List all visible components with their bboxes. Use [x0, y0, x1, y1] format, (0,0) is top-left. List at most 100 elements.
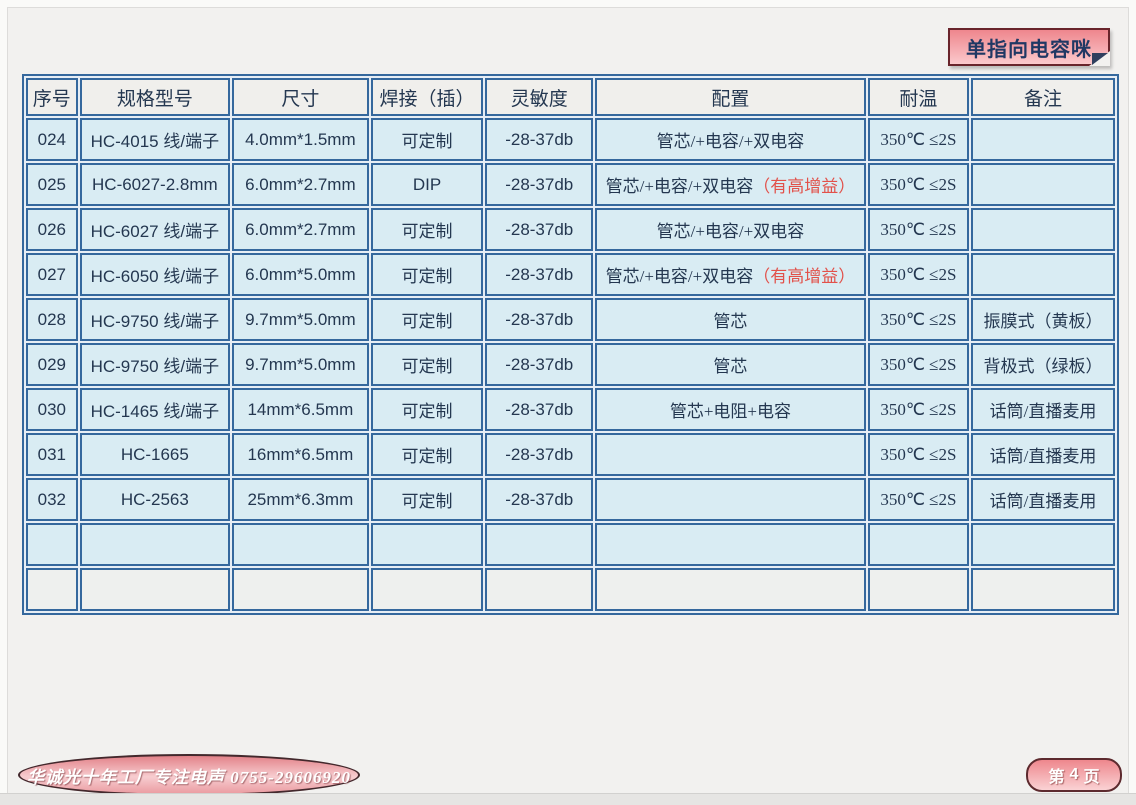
cell-model: HC-4015 线/端子	[79, 118, 231, 161]
table-row: 032 HC-2563 25mm*6.3mm 可定制 -28-37db 350℃…	[26, 478, 1115, 521]
page-suffix: 页	[1083, 769, 1100, 786]
category-badge-label: 单指向电容咪	[966, 38, 1092, 61]
cell-no	[26, 523, 78, 566]
company-footer-text: 华诚光十年工厂专注电声 0755-29606920	[27, 767, 351, 787]
cell-model	[79, 568, 231, 611]
header-config: 配置	[594, 78, 866, 116]
cell-size: 16mm*6.5mm	[232, 433, 369, 476]
cell-config: 管芯+电阻+电容	[594, 388, 866, 431]
config-text: 管芯/+电容/+双电容	[656, 132, 805, 151]
cell-sensitivity	[485, 568, 593, 611]
cell-weld: 可定制	[370, 388, 484, 431]
cell-note	[970, 523, 1115, 566]
cell-sensitivity: -28-37db	[485, 253, 593, 296]
cell-no: 029	[26, 343, 78, 386]
cell-temp: 350℃ ≤2S	[867, 208, 969, 251]
cell-temp: 350℃ ≤2S	[867, 343, 969, 386]
cell-sensitivity: -28-37db	[485, 433, 593, 476]
config-text: 管芯/+电容/+双电容	[656, 222, 805, 241]
header-no: 序号	[26, 78, 78, 116]
page-prefix: 第	[1048, 769, 1065, 786]
cell-no: 027	[26, 253, 78, 296]
cell-sensitivity: -28-37db	[485, 298, 593, 341]
table-row: 031 HC-1665 16mm*6.5mm 可定制 -28-37db 350℃…	[26, 433, 1115, 476]
cell-size	[232, 523, 369, 566]
cell-model: HC-6050 线/端子	[79, 253, 231, 296]
cell-config: 管芯/+电容/+双电容	[594, 118, 866, 161]
cell-weld	[370, 568, 484, 611]
cell-note	[970, 208, 1115, 251]
cell-no: 031	[26, 433, 78, 476]
cell-model: HC-9750 线/端子	[79, 343, 231, 386]
cell-size: 4.0mm*1.5mm	[232, 118, 369, 161]
badge-fold-icon	[1092, 53, 1108, 65]
table-row: 029 HC-9750 线/端子 9.7mm*5.0mm 可定制 -28-37d…	[26, 343, 1115, 386]
cell-temp: 350℃ ≤2S	[867, 253, 969, 296]
cell-model	[79, 523, 231, 566]
cell-size	[232, 568, 369, 611]
cell-note	[970, 163, 1115, 206]
cell-note: 话筒/直播麦用	[970, 433, 1115, 476]
cell-no: 028	[26, 298, 78, 341]
cell-weld: 可定制	[370, 253, 484, 296]
cell-note: 话筒/直播麦用	[970, 388, 1115, 431]
table-row-empty	[26, 523, 1115, 566]
cell-note: 话筒/直播麦用	[970, 478, 1115, 521]
spec-table-container: 序号 规格型号 尺寸 焊接（插） 灵敏度 配置 耐温 备注 024 HC-401…	[22, 74, 1119, 615]
cell-weld: 可定制	[370, 298, 484, 341]
cell-model: HC-1665	[79, 433, 231, 476]
cell-note	[970, 118, 1115, 161]
cell-model: HC-6027-2.8mm	[79, 163, 231, 206]
cell-note: 振膜式（黄板）	[970, 298, 1115, 341]
spec-table: 序号 规格型号 尺寸 焊接（插） 灵敏度 配置 耐温 备注 024 HC-401…	[22, 74, 1119, 615]
table-row: 025 HC-6027-2.8mm 6.0mm*2.7mm DIP -28-37…	[26, 163, 1115, 206]
table-row-empty	[26, 568, 1115, 611]
cell-config	[594, 523, 866, 566]
cell-weld: 可定制	[370, 208, 484, 251]
cell-sensitivity: -28-37db	[485, 163, 593, 206]
cell-model: HC-2563	[79, 478, 231, 521]
header-sensitivity: 灵敏度	[485, 78, 593, 116]
table-row: 028 HC-9750 线/端子 9.7mm*5.0mm 可定制 -28-37d…	[26, 298, 1115, 341]
cell-no: 025	[26, 163, 78, 206]
config-text: 管芯/+电容/+双电容	[605, 177, 754, 196]
cell-temp	[867, 523, 969, 566]
cell-size: 9.7mm*5.0mm	[232, 343, 369, 386]
cell-config: 管芯/+电容/+双电容（有高增益）	[594, 253, 866, 296]
cell-no: 024	[26, 118, 78, 161]
table-header-row: 序号 规格型号 尺寸 焊接（插） 灵敏度 配置 耐温 备注	[26, 78, 1115, 116]
cell-size: 14mm*6.5mm	[232, 388, 369, 431]
cell-size: 6.0mm*5.0mm	[232, 253, 369, 296]
table-row: 030 HC-1465 线/端子 14mm*6.5mm 可定制 -28-37db…	[26, 388, 1115, 431]
category-badge: 单指向电容咪	[948, 28, 1110, 66]
table-row: 026 HC-6027 线/端子 6.0mm*2.7mm 可定制 -28-37d…	[26, 208, 1115, 251]
slide-bottom-edge	[0, 793, 1136, 805]
cell-note: 背极式（绿板）	[970, 343, 1115, 386]
cell-sensitivity: -28-37db	[485, 343, 593, 386]
config-text: 管芯+电阻+电容	[669, 402, 792, 421]
cell-sensitivity: -28-37db	[485, 118, 593, 161]
cell-config: 管芯	[594, 298, 866, 341]
cell-no	[26, 568, 78, 611]
cell-model: HC-9750 线/端子	[79, 298, 231, 341]
header-weld: 焊接（插）	[370, 78, 484, 116]
cell-note	[970, 253, 1115, 296]
cell-sensitivity	[485, 523, 593, 566]
table-row: 027 HC-6050 线/端子 6.0mm*5.0mm 可定制 -28-37d…	[26, 253, 1115, 296]
cell-no: 026	[26, 208, 78, 251]
cell-config	[594, 568, 866, 611]
cell-size: 25mm*6.3mm	[232, 478, 369, 521]
cell-weld: 可定制	[370, 478, 484, 521]
cell-temp	[867, 568, 969, 611]
page-number: 4	[1069, 766, 1079, 783]
cell-size: 9.7mm*5.0mm	[232, 298, 369, 341]
cell-config: 管芯/+电容/+双电容	[594, 208, 866, 251]
cell-sensitivity: -28-37db	[485, 208, 593, 251]
config-highlight-text: （有高增益）	[753, 267, 856, 286]
cell-model: HC-1465 线/端子	[79, 388, 231, 431]
config-text: 管芯	[713, 357, 748, 376]
cell-weld	[370, 523, 484, 566]
config-highlight-text: （有高增益）	[753, 177, 856, 196]
cell-temp: 350℃ ≤2S	[867, 298, 969, 341]
table-row: 024 HC-4015 线/端子 4.0mm*1.5mm 可定制 -28-37d…	[26, 118, 1115, 161]
